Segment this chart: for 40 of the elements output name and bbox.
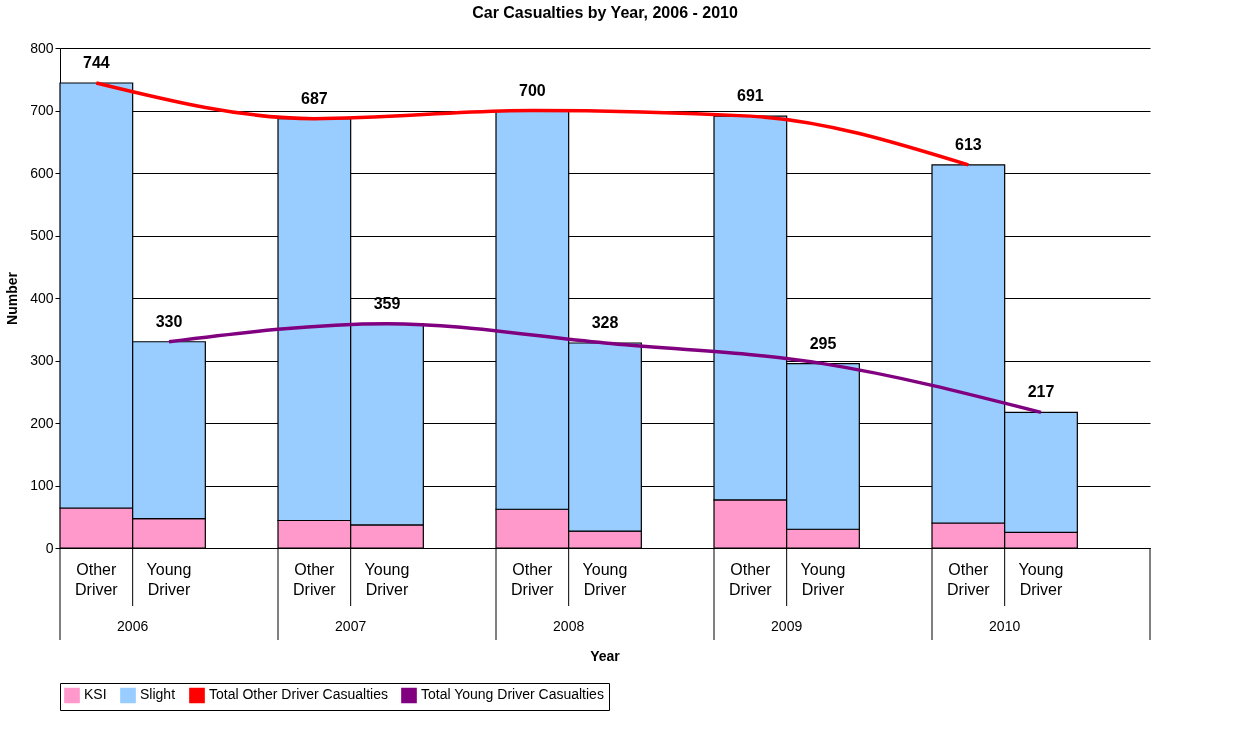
x-tick-label: Other Driver xyxy=(947,561,991,598)
text: 2008 xyxy=(553,618,585,634)
y-tick-label: 700 xyxy=(30,102,54,118)
chart-title: Car Casualties by Year, 2006 - 2010 xyxy=(472,4,738,21)
y-tick-label: 400 xyxy=(30,289,54,306)
y-tick-label: 100 xyxy=(30,477,54,493)
x-tick-label: Other Driver xyxy=(729,561,773,598)
data-label: 744 xyxy=(82,54,110,71)
data-label: 330 xyxy=(155,312,183,330)
data-label: 295 xyxy=(809,334,837,352)
y-tick-label: 200 xyxy=(30,414,54,431)
legend-label: KSI xyxy=(84,686,107,703)
y-tick-label: 600 xyxy=(30,164,54,181)
x-tick-label: Young Driver xyxy=(582,561,628,598)
x-tick-label: Young Driver xyxy=(800,561,846,598)
text: 2010 xyxy=(989,618,1021,634)
y-axis-title: Number xyxy=(4,271,21,325)
legend-label: Slight xyxy=(140,686,176,703)
text: 2007 xyxy=(335,618,367,634)
text: 2009 xyxy=(771,618,803,634)
y-tick-label: 0 xyxy=(45,539,54,556)
x-tick-label: Other Driver xyxy=(293,561,337,598)
text: 2006 xyxy=(117,618,149,634)
x-tick-label: Young Driver xyxy=(364,561,410,598)
data-label: 217 xyxy=(1027,383,1055,401)
legend-label: Total Other Driver Casualties xyxy=(209,686,388,703)
data-label: 700 xyxy=(518,81,546,99)
y-tick-label: 500 xyxy=(30,227,54,243)
legend-label: Total Young Driver Casualties xyxy=(421,686,604,703)
x-axis-title: Year xyxy=(590,648,621,664)
x-tick-label: Other Driver xyxy=(511,561,555,598)
y-tick-label: 800 xyxy=(30,39,54,56)
data-label: 691 xyxy=(736,87,764,105)
x-tick-label: Young Driver xyxy=(146,561,192,598)
data-label: 613 xyxy=(954,135,982,153)
data-label: 687 xyxy=(300,89,328,107)
y-tick-label: 300 xyxy=(30,352,54,368)
data-label: 328 xyxy=(591,314,619,331)
x-tick-label: Young Driver xyxy=(1018,561,1064,598)
x-tick-label: Other Driver xyxy=(75,561,119,598)
